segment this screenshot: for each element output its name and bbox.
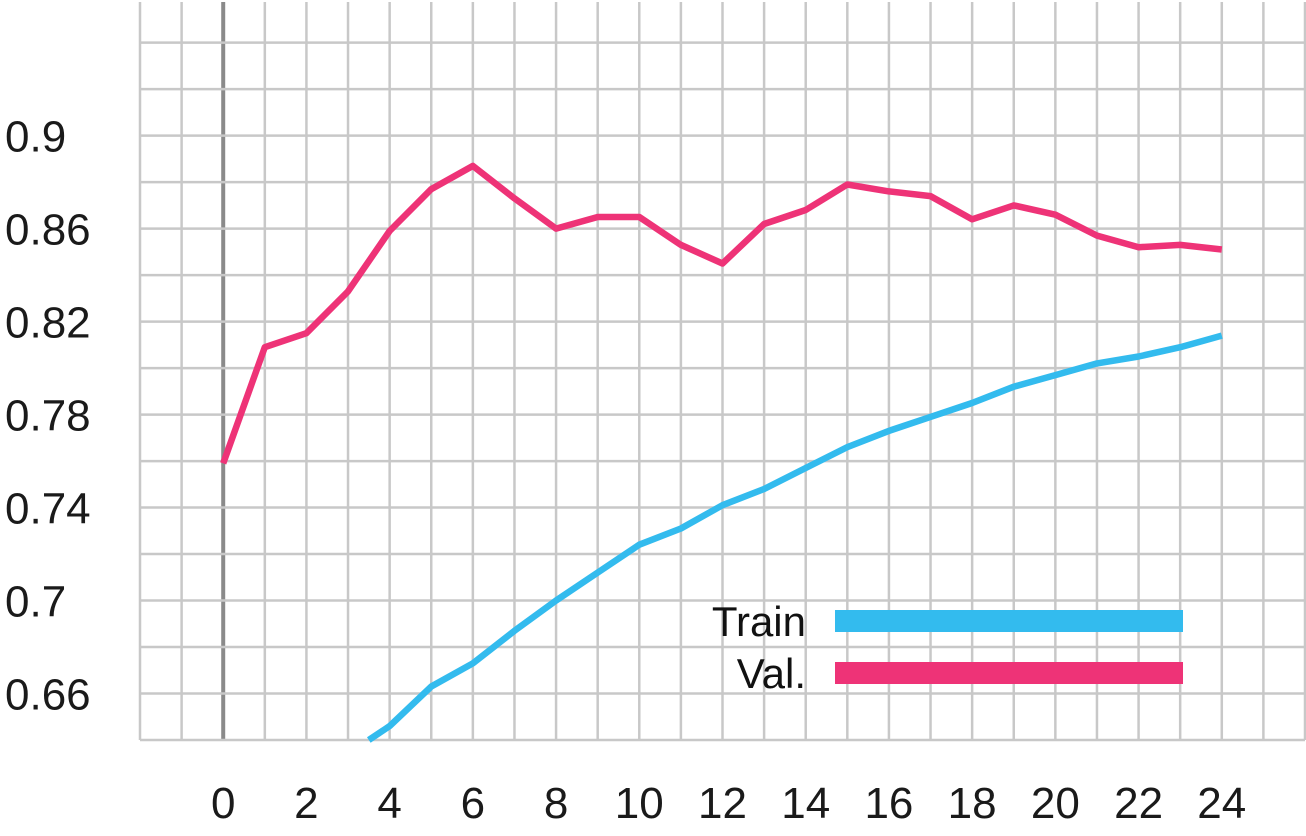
y-tick-label: 0.7 (5, 578, 66, 627)
y-tick-label: 0.74 (5, 485, 91, 534)
legend-swatch (835, 610, 1183, 632)
legend: Train Val. (712, 598, 1183, 697)
x-tick-label: 24 (1197, 779, 1246, 828)
y-tick-label: 0.9 (5, 113, 66, 162)
y-tick-label: 0.66 (5, 671, 91, 720)
x-tick-label: 12 (698, 779, 747, 828)
x-tick-label: 16 (864, 779, 913, 828)
x-tick-label: 18 (948, 779, 997, 828)
x-tick-label: 8 (544, 779, 568, 828)
series-line-val (220, 162, 1223, 465)
x-tick-label: 22 (1114, 779, 1163, 828)
x-tick-label: 2 (294, 779, 318, 828)
x-tick-label: 6 (461, 779, 485, 828)
y-axis-tick-labels: 0.66 0.7 0.74 0.78 0.82 0.86 0.9 (5, 113, 91, 720)
x-tick-label: 10 (615, 779, 664, 828)
x-axis-tick-labels: 0 2 4 6 8 10 12 14 16 18 20 22 24 (211, 779, 1246, 828)
legend-label: Val. (737, 650, 806, 697)
y-tick-label: 0.86 (5, 206, 91, 255)
series-lines (220, 162, 1223, 743)
x-tick-label: 20 (1031, 779, 1080, 828)
x-tick-label: 4 (377, 779, 401, 828)
series-line-train (366, 332, 1223, 743)
y-tick-label: 0.78 (5, 392, 91, 441)
legend-label: Train (712, 598, 806, 645)
y-tick-label: 0.82 (5, 299, 91, 348)
x-tick-label: 14 (781, 779, 830, 828)
x-tick-label: 0 (211, 779, 235, 828)
legend-swatch (835, 662, 1183, 684)
